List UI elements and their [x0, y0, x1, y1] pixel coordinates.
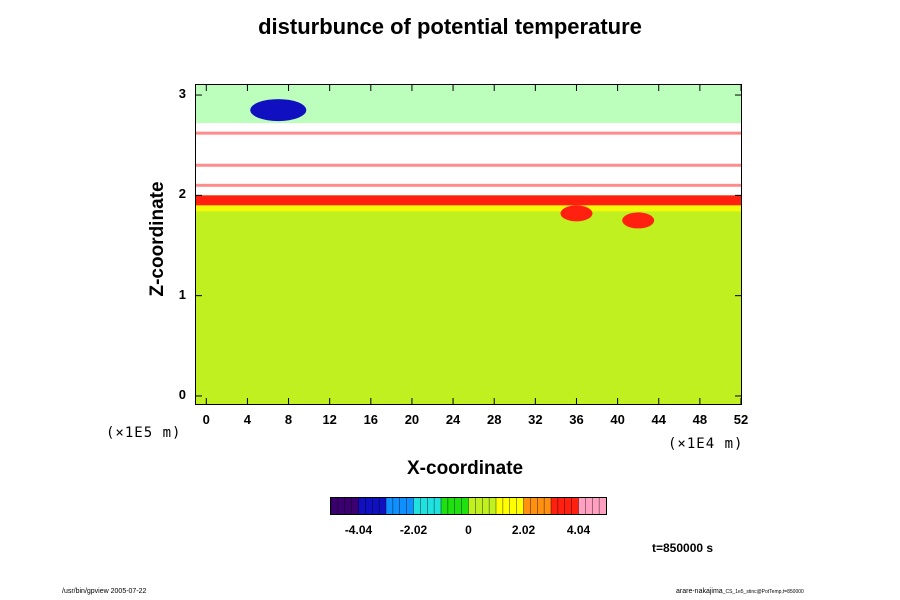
footer-right-small: _CS_1e5_stinc@PotTemp,t=850000 [722, 589, 804, 595]
colorbar-cell [475, 498, 483, 514]
x-tick-label: 40 [610, 412, 625, 427]
layer-band-0 [196, 183, 741, 187]
colorbar-gradient [330, 498, 607, 514]
y-unit-label: (×1E5 m) [106, 425, 182, 441]
colorbar-cell [454, 498, 463, 514]
colorbar-cell [399, 498, 408, 514]
colorbar-cell [420, 498, 428, 514]
colorbar-cell [337, 498, 346, 514]
colorbar-cell [413, 498, 421, 514]
colorbar-cell [571, 498, 579, 514]
time-annotation: t=850000 s [652, 541, 714, 555]
colorbar-cell [599, 498, 607, 514]
colorbar-cell [592, 498, 600, 514]
footer-left: /usr/bin/gpview 2005-07-22 [62, 588, 147, 595]
colorbar-cell [544, 498, 552, 514]
colorbar-cell [461, 498, 469, 514]
anomaly-3 [250, 99, 307, 122]
colorbar-cell [557, 498, 566, 514]
chart-title: disturbunce of potential temperature [258, 14, 642, 39]
colorbar-cell [496, 498, 504, 514]
colorbar-tick-label: -2.02 [399, 523, 428, 537]
colorbar-cell [468, 498, 476, 514]
layer-band-2 [196, 131, 741, 135]
x-tick-label: 24 [445, 412, 461, 427]
x-tick-label: 44 [651, 412, 666, 427]
y-tick-label: 1 [178, 286, 186, 302]
x-tick-label: 8 [284, 412, 293, 427]
plot-area [195, 84, 742, 405]
y-axis-label: Z-coordinate [147, 181, 168, 297]
colorbar-cell [406, 498, 414, 514]
colorbar-cell [523, 498, 531, 514]
colorbar-cell [392, 498, 401, 514]
colorbar-cell [551, 498, 559, 514]
colorbar-cell [372, 498, 380, 514]
colorbar-cell [502, 498, 511, 514]
colorbar-cell [509, 498, 518, 514]
colorbar-cell [447, 498, 456, 514]
colorbar-cell [386, 498, 394, 514]
colorbar-cell [441, 498, 449, 514]
colorbar-cell [530, 498, 538, 514]
colorbar-cell [564, 498, 573, 514]
colorbar-cell [351, 498, 359, 514]
colorbar-cell [344, 498, 353, 514]
colorbar-cell [434, 498, 442, 514]
footer-right: arare-nakajima_CS_1e5_stinc@PotTemp,t=85… [676, 588, 804, 595]
colorbar-cell [379, 498, 387, 514]
x-tick-label: 32 [528, 412, 543, 427]
colorbar-cell [537, 498, 545, 514]
x-tick-label: 4 [243, 412, 252, 427]
colorbar-cell [358, 498, 366, 514]
layer-band-1 [196, 163, 741, 167]
heatmap-field [196, 85, 741, 404]
y-tick-label: 3 [178, 86, 186, 102]
colorbar-tick-label: 0 [465, 523, 472, 537]
x-tick-label: 48 [692, 412, 708, 427]
colorbar [330, 497, 607, 515]
x-tick-label: 12 [322, 412, 337, 427]
warm-layer [196, 195, 741, 206]
colorbar-cell [427, 498, 435, 514]
colorbar-cell [365, 498, 373, 514]
x-tick-label: 28 [486, 412, 502, 427]
x-axis-label: X-coordinate [407, 458, 524, 479]
warm-layer-fringe [196, 205, 741, 212]
x-tick-label: 36 [569, 412, 584, 427]
colorbar-tick-label: 4.04 [566, 523, 591, 537]
y-tick-label: 2 [178, 186, 186, 202]
colorbar-cell [331, 498, 339, 514]
x-tick-label: 0 [202, 412, 210, 427]
colorbar-tick-label: -4.04 [344, 523, 373, 537]
y-tick-label: 0 [178, 386, 186, 402]
colorbar-cell [482, 498, 490, 514]
x-tick-label: 16 [363, 412, 379, 427]
colorbar-cell [489, 498, 497, 514]
x-unit-label: (×1E4 m) [668, 436, 744, 452]
colorbar-cell [516, 498, 524, 514]
footer-right-main: arare-nakajima [676, 588, 723, 595]
colorbar-cell [578, 498, 586, 514]
colorbar-tick-label: 2.02 [511, 523, 536, 537]
x-tick-label: 52 [733, 412, 749, 427]
x-tick-label: 20 [404, 412, 420, 427]
anomaly-2 [622, 212, 655, 229]
colorbar-cell [585, 498, 593, 514]
anomaly-1 [560, 205, 593, 222]
